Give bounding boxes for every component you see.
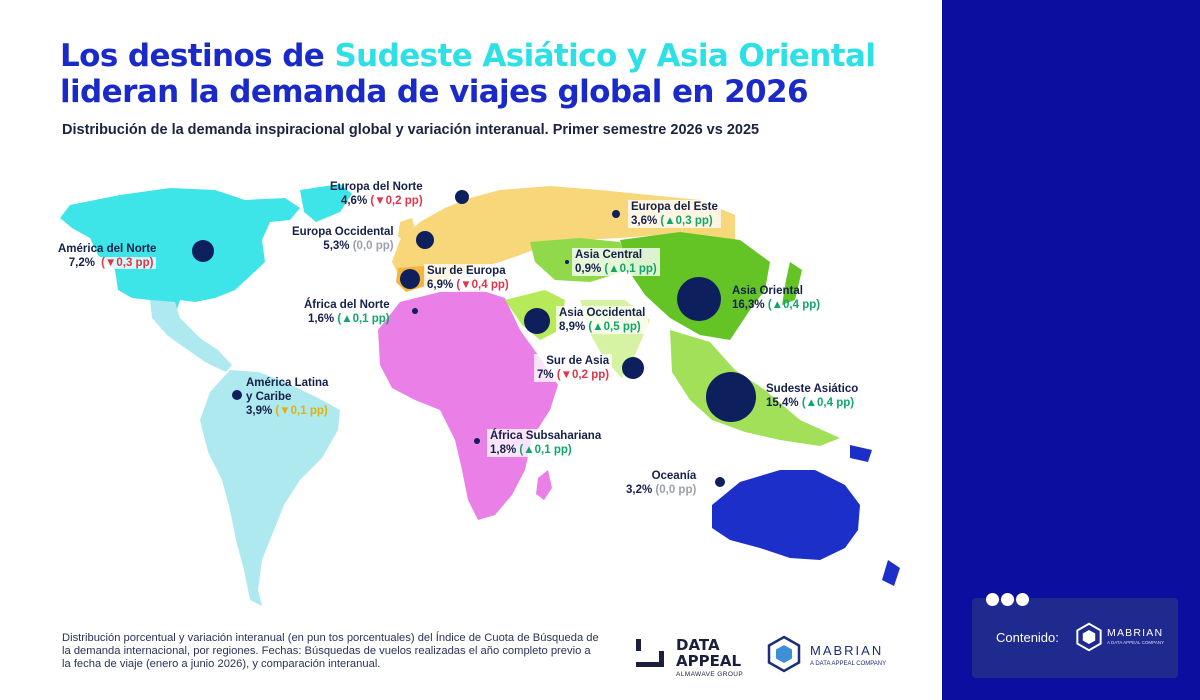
region-japan [782, 262, 802, 305]
title-highlight: Sudeste Asiático y Asia Oriental [334, 38, 876, 74]
label-sur-asia: Sur de Asia 7% (▼0,2 pp) [534, 354, 613, 382]
label-africa-subsahariana: África Subsahariana 1,8% (▲0,1 pp) [487, 429, 605, 457]
region-southeast-asia [670, 330, 840, 446]
sidebar-mabrian-logo[interactable]: MABRIAN A DATA APPEAL COMPANY [1075, 622, 1175, 652]
bubble-europa-occidental [416, 231, 434, 249]
title-part1: Los destinos de [60, 38, 335, 74]
label-oceania: Oceanía 3,2% (0,0 pp) [626, 470, 697, 496]
dataappeal-word1: DATA [676, 636, 720, 654]
region-greenland [300, 184, 352, 222]
mabrian-logo: MABRIAN A DATA APPEAL COMPANY [766, 635, 906, 675]
label-america-latina: América Latina y Caribe 3,9% (▼0,1 pp) [246, 377, 329, 417]
region-australia [712, 470, 860, 560]
bubble-sur-europa [400, 269, 420, 289]
sidebar-mabrian-word: MABRIAN [1107, 627, 1164, 639]
label-america-norte: América del Norte 7,2% (▼0,3 pp) [58, 243, 157, 269]
label-europa-este: Europa del Este 3,6% (▲0,3 pp) [628, 200, 721, 228]
mabrian-word: MABRIAN [810, 643, 884, 658]
dataappeal-logo: DATA APPEAL ALMAWAVE GROUP [636, 636, 756, 678]
bubble-africa-norte [412, 308, 418, 314]
side-panel: Contenido: MABRIAN A DATA APPEAL COMPANY [942, 0, 1200, 700]
region-south-america [200, 370, 340, 606]
title-part2: lideran la demanda de viajes global en 2… [60, 74, 809, 110]
region-madagascar [536, 470, 552, 500]
region-africa [378, 290, 558, 520]
bubble-asia-central [565, 260, 569, 264]
label-sur-europa: Sur de Europa 6,9% (▼0,4 pp) [424, 264, 512, 292]
content-credit-box: Contenido: MABRIAN A DATA APPEAL COMPANY [972, 593, 1178, 678]
label-sudeste-asiatico: Sudeste Asiático 15,4% (▲0,4 pp) [766, 383, 859, 409]
sidebar-mabrian-mark-icon [1076, 622, 1102, 652]
bubble-africa-subsahariana [474, 438, 480, 444]
region-pacific-islands [850, 445, 872, 462]
sidebar-mabrian-tagline: A DATA APPEAL COMPANY [1107, 640, 1165, 645]
bubble-sudeste-asiatico [706, 372, 756, 422]
label-asia-central: Asia Central 0,9% (▲0,1 pp) [572, 248, 660, 276]
bubble-sur-asia [622, 357, 644, 379]
mabrian-mark-icon [767, 635, 801, 673]
infographic-card: Los destinos de Sudeste Asiático y Asia … [58, 38, 920, 678]
content-label: Contenido: [996, 630, 1059, 645]
mabrian-tagline: A DATA APPEAL COMPANY [810, 661, 887, 667]
dataappeal-mark-icon [636, 639, 664, 667]
label-africa-norte: África del Norte 1,6% (▲0,1 pp) [304, 299, 390, 325]
bubble-oceania [715, 477, 725, 487]
bubble-europa-este [612, 210, 620, 218]
region-north-america [60, 188, 300, 330]
bubble-asia-occidental [524, 308, 550, 334]
label-europa-norte: Europa del Norte 4,6% (▼0,2 pp) [330, 181, 423, 207]
label-asia-oriental: Asia Oriental 16,3% (▲0,4 pp) [732, 285, 821, 311]
dataappeal-tagline: ALMAWAVE GROUP [676, 671, 744, 678]
bubble-america-norte [192, 240, 214, 262]
bubble-europa-norte [455, 190, 469, 204]
region-central-america [150, 300, 232, 372]
dataappeal-word2: APPEAL [676, 652, 742, 670]
region-new-zealand [882, 560, 900, 586]
subtitle: Distribución de la demanda inspiracional… [62, 122, 760, 138]
page-title: Los destinos de Sudeste Asiático y Asia … [60, 38, 920, 110]
label-asia-occidental: Asia Occidental 8,9% (▲0,5 pp) [556, 306, 649, 334]
region-uk [398, 218, 416, 244]
ellipsis-icon[interactable] [986, 593, 1031, 611]
footnote: Distribución porcentual y variación inte… [62, 632, 599, 670]
label-europa-occidental: Europa Occidental 5,3% (0,0 pp) [292, 226, 394, 252]
bubble-asia-oriental [677, 277, 721, 321]
bubble-america-latina [232, 390, 242, 400]
